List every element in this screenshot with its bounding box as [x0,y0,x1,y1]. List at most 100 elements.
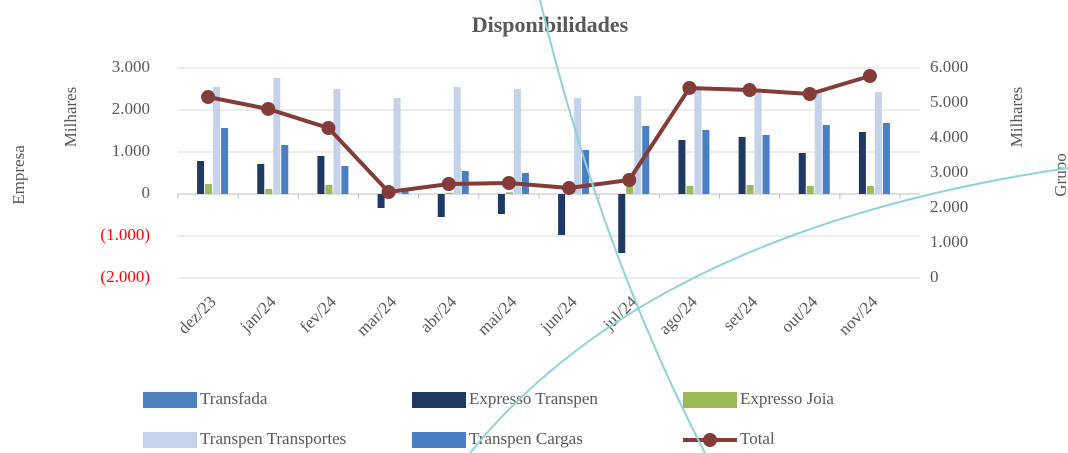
bar [634,96,642,194]
x-tick-label: mar/24 [353,292,401,340]
y-axis-label: Milhares [61,87,80,147]
y2-tick-label: 6.000 [930,57,968,76]
line-marker [622,173,637,187]
bar [746,185,754,194]
line-marker [201,90,216,105]
bar [265,189,273,194]
legend-label: Expresso Transpen [469,389,598,408]
bar [445,192,453,194]
bar [213,86,221,194]
bar [513,89,521,194]
legend-swatch [412,432,466,448]
bar [858,132,866,194]
y2-axis-outer-label: Grupo [1051,153,1068,196]
bar [694,90,702,194]
x-tick-label: ago/24 [655,292,702,339]
legend-label: Transfada [200,389,268,408]
legend-label: Transpen Cargas [469,429,583,448]
line-marker [261,101,276,116]
x-tick-label: nov/24 [835,292,882,339]
line-marker [862,69,877,84]
legend-label: Transpen Transportes [200,429,346,448]
bar [205,184,213,194]
bar [874,91,882,194]
bar [341,165,349,194]
bar [738,137,746,194]
bar [325,185,333,194]
bar [762,134,770,194]
bar [197,160,205,194]
bar [626,186,634,194]
y2-tick-label: 5.000 [930,92,968,111]
y-tick-label: 0 [142,183,151,202]
bar [221,128,229,194]
bar [798,153,806,194]
legend-label: Total [740,429,775,448]
bar [814,90,822,194]
legend-swatch [143,432,197,448]
chart-title: Disponibilidades [472,12,629,37]
line-marker [321,120,336,135]
y-tick-label: 3.000 [112,57,150,76]
x-tick-label: dez/23 [174,292,219,337]
y-tick-label: (2.000) [100,267,150,286]
line-marker [501,176,516,191]
y-tick-label: 1.000 [112,141,150,160]
bar [642,126,650,194]
line-marker [441,176,456,191]
legend-swatch [703,433,717,447]
bar [333,89,341,194]
bar [377,194,385,208]
legend-swatch [683,392,737,408]
y2-tick-label: 1.000 [930,232,968,251]
bar [686,186,694,194]
bar [574,97,582,194]
y2-tick-label: 4.000 [930,127,968,146]
legend-swatch [412,392,466,408]
bar [257,164,265,194]
bar [866,186,874,194]
bar [317,155,325,194]
bar [822,124,830,194]
bar [882,123,890,194]
line-marker [562,181,577,196]
bar [281,144,289,194]
bar [453,86,461,194]
line-marker [682,80,697,95]
bar [273,77,281,194]
x-tick-label: jan/24 [236,292,281,337]
x-tick-label: fev/24 [296,292,340,336]
decoration-arc [469,167,1068,453]
line [207,74,871,195]
y2-axis-label: Milhares [1007,87,1026,147]
bar [497,194,505,214]
x-tick-label: out/24 [777,292,822,337]
legend-swatch [143,392,197,408]
y2-tick-label: 2.000 [930,197,968,216]
bar [678,139,686,194]
x-tick-label: set/24 [719,292,762,335]
bar [618,194,626,254]
bar [754,90,762,194]
x-tick-label: jun/24 [536,292,581,337]
bar [702,129,710,194]
bar [401,189,409,194]
y-axis-outer-label: Empresa [9,145,28,205]
bar [505,192,513,194]
y-tick-label: (1.000) [100,225,150,244]
bar [393,97,401,194]
bar [558,194,566,235]
line-marker [742,83,757,98]
y2-tick-label: 0 [930,267,939,286]
bar [806,186,814,194]
y2-tick-label: 3.000 [930,162,968,181]
line-marker [802,87,817,102]
bar [582,149,590,194]
y-tick-label: 2.000 [112,99,150,118]
decoration-arc [539,0,706,453]
legend-label: Expresso Joia [740,389,834,408]
line-marker [381,185,396,200]
x-tick-label: abr/24 [416,292,460,336]
